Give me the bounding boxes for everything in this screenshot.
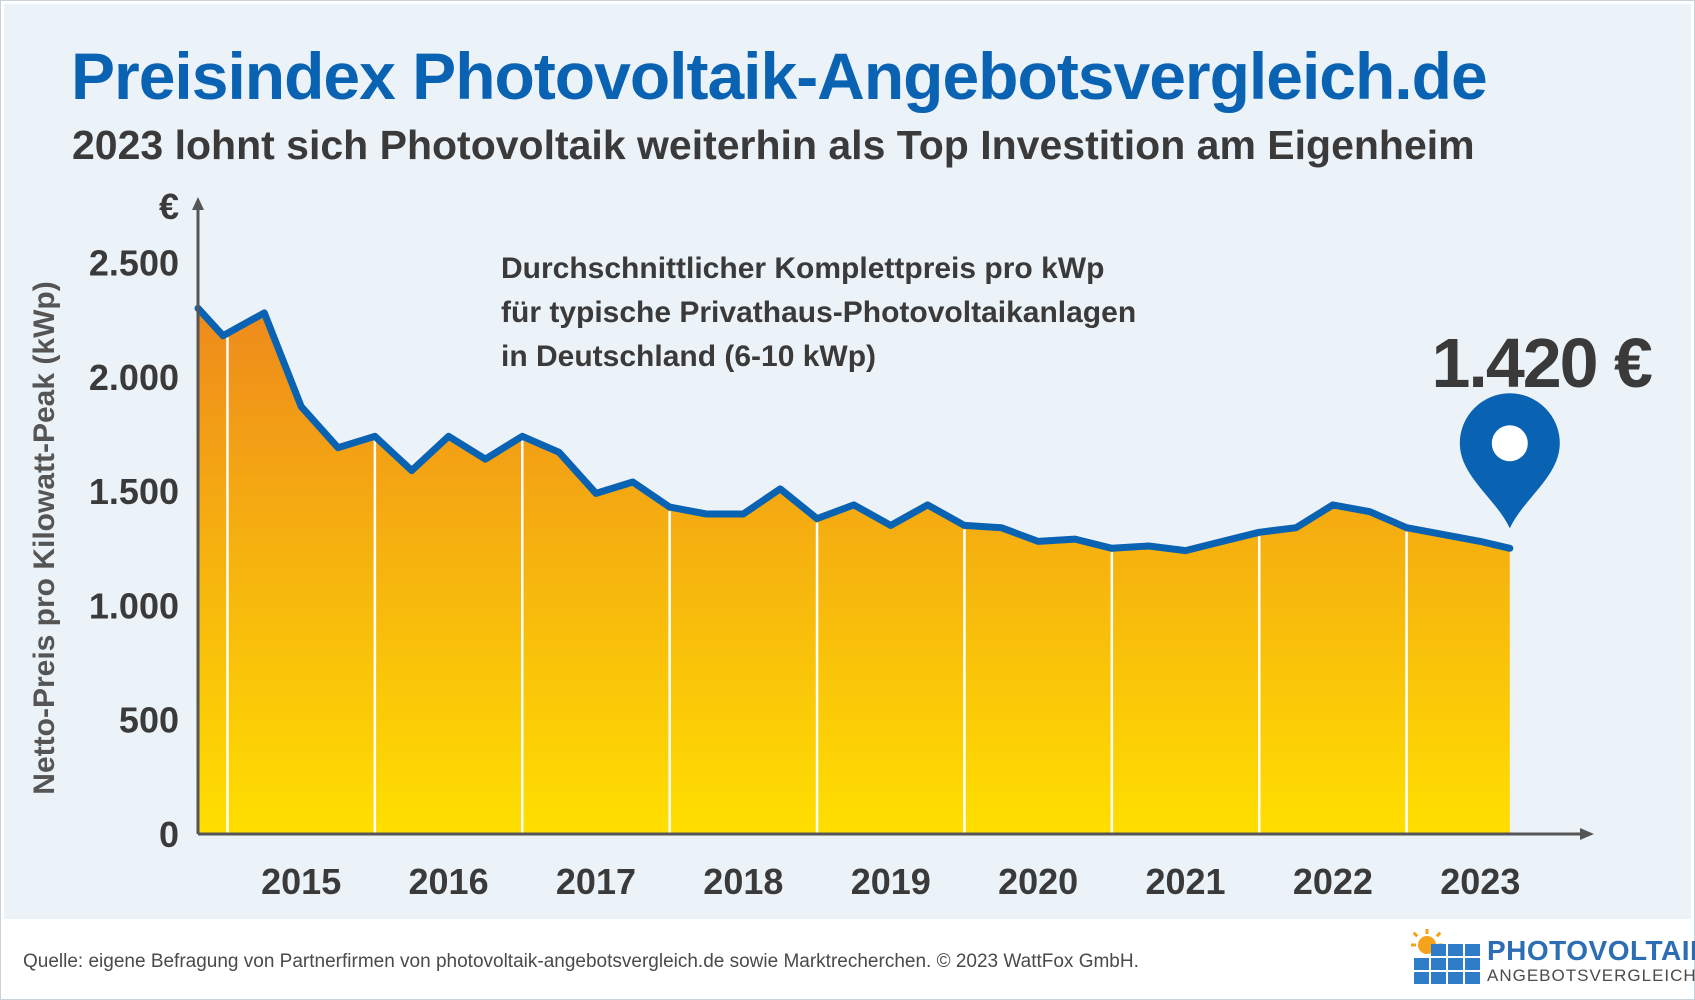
y-tick-label: 1.500	[89, 471, 179, 512]
y-tick-label: 500	[119, 700, 179, 741]
chart-annotation-line-2: für typische Privathaus-Photovoltaikanla…	[501, 296, 1136, 329]
y-axis-title: Netto-Preis pro Kilowatt-Peak (kWp)	[28, 281, 61, 794]
y-tick-label: 2.500	[89, 243, 179, 284]
x-tick-label: 2019	[851, 861, 931, 902]
x-tick-label: 2023	[1440, 861, 1520, 902]
x-tick-label: 2022	[1293, 861, 1373, 902]
x-tick-label: 2018	[703, 861, 783, 902]
price-line	[194, 304, 1514, 555]
x-tick-label: 2015	[261, 861, 341, 902]
page-subtitle: 2023 lohnt sich Photovoltaik weiterhin a…	[72, 122, 1475, 168]
x-tick-label: 2021	[1145, 861, 1225, 902]
y-tick-label: 0	[159, 814, 179, 855]
page-title: Preisindex Photovoltaik-Angebotsvergleic…	[71, 39, 1488, 113]
year-dividers	[226, 337, 1408, 834]
sun-solar-panel-icon	[1411, 929, 1480, 984]
logo-wordmark: PHOTOVOLTAIK	[1487, 935, 1695, 966]
current-price-label: 1.420 €	[1431, 324, 1652, 402]
chart-annotation-line-3: in Deutschland (6-10 kWp)	[501, 340, 876, 373]
y-unit-label: €	[159, 186, 179, 227]
y-tick-label: 1.000	[89, 585, 179, 626]
y-axis-arrow	[192, 197, 204, 210]
price-index-chart: € Netto-Preis pro Kilowatt-Peak (kWp) 0 5…	[28, 186, 1654, 902]
x-axis-arrow	[1580, 828, 1594, 840]
x-tick-label: 2017	[556, 861, 636, 902]
x-tick-label: 2020	[998, 861, 1078, 902]
x-tick-labels: 2015 2016 2017 2018 2019 2020 2021 2022 2023	[261, 861, 1520, 902]
chart-annotation-line-1: Durchschnittlicher Komplettpreis pro kWp	[501, 252, 1104, 285]
brand-logo: PHOTOVOLTAIK ANGEBOTSVERGLEICH	[1411, 929, 1695, 991]
map-pin-icon	[1459, 393, 1560, 529]
y-tick-labels: 0 500 1.000 1.500 2.000 2.500	[89, 243, 179, 855]
x-tick-label: 2016	[409, 861, 489, 902]
source-note: Quelle: eigene Befragung von Partnerfirm…	[23, 951, 1139, 972]
price-area	[198, 308, 1510, 834]
y-tick-label: 2.000	[89, 357, 179, 398]
chart-panel: Preisindex Photovoltaik-Angebotsvergleic…	[4, 4, 1691, 919]
logo-tagline: ANGEBOTSVERGLEICH	[1487, 966, 1695, 985]
